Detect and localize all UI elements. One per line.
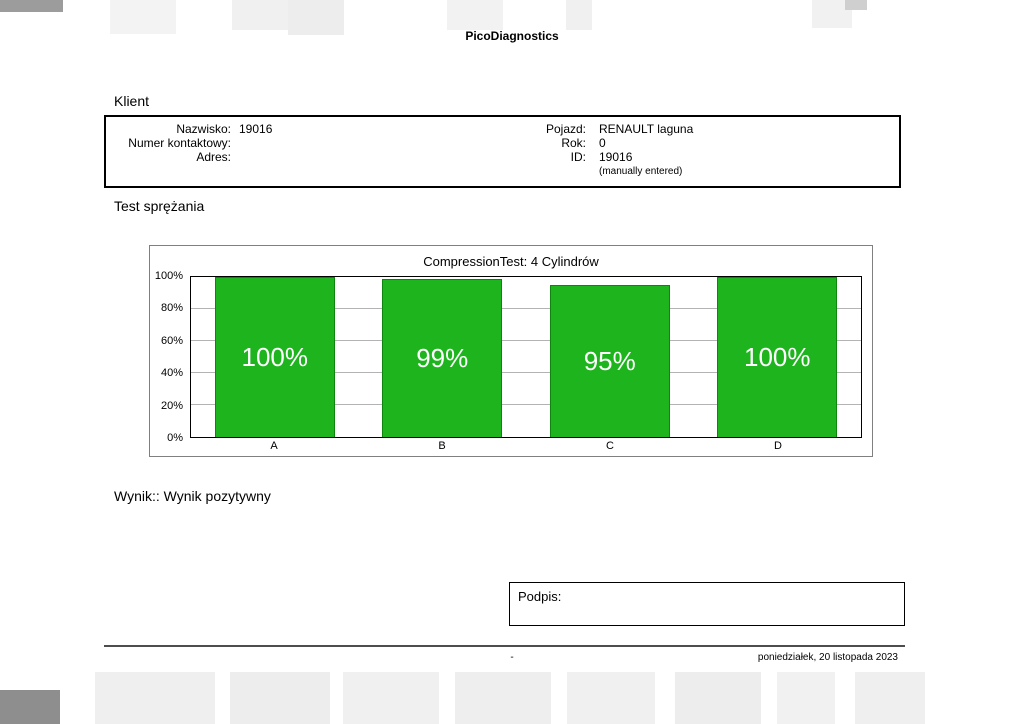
bars: 100% 99% 95% 100% (191, 277, 861, 437)
bar-cylinder-B: 99% (382, 278, 503, 437)
x-axis: A B C D (190, 440, 862, 452)
scan-artifact (343, 672, 439, 724)
field-label: Adres: (196, 150, 231, 164)
field-value: 19016 (239, 122, 273, 136)
field-label: Nazwisko: (176, 122, 231, 136)
manually-entered-note: (manually entered) (599, 166, 683, 177)
y-axis-tick-label: 40% (160, 367, 183, 380)
plot-area: 100% 99% 95% 100% (190, 276, 862, 438)
bar-value-label: 99% (416, 342, 469, 373)
scan-artifact (455, 672, 551, 724)
signature-label: Podpis: (518, 589, 562, 604)
footer-date: poniedziałek, 20 listopada 2023 (757, 652, 898, 663)
result-text: Wynik:: Wynik pozytywny (114, 488, 271, 504)
scan-artifact (675, 672, 761, 724)
scan-artifact (0, 690, 60, 724)
bar-cylinder-A: 100% (214, 277, 335, 437)
scan-artifact (288, 0, 344, 35)
field-label: Numer kontaktowy: (128, 136, 231, 150)
compression-chart: CompressionTest: 4 Cylindrów 100% 80% 60% 4… (149, 245, 873, 457)
footer-divider (104, 645, 905, 647)
scan-artifact (110, 0, 176, 34)
test-section-heading: Test sprężania (114, 198, 205, 214)
field-value: RENAULT laguna (599, 122, 694, 136)
client-section-heading: Klient (114, 93, 150, 109)
bar-value-label: 95% (583, 346, 636, 376)
y-axis-tick-label: 20% (160, 399, 183, 412)
client-info-left: Nazwisko: 19016 Numer kontaktowy: Adres: (106, 122, 272, 164)
vehicle-info-right: Pojazd: RENAULT laguna Rok: 0 ID: 19016 … (506, 122, 693, 177)
scan-artifact (566, 0, 592, 30)
gridline (191, 308, 861, 309)
y-axis-tick-label: 100% (154, 270, 183, 282)
signature-box: Podpis: (509, 582, 905, 626)
scan-artifact (0, 0, 63, 12)
scan-artifact (855, 672, 925, 724)
field-label: ID: (570, 150, 586, 164)
client-info-box: Nazwisko: 19016 Numer kontaktowy: Adres:… (104, 115, 901, 188)
scan-artifact (230, 672, 330, 724)
bar-value-label: 100% (744, 342, 811, 372)
field-value: 19016 (599, 150, 633, 164)
scan-artifact (567, 672, 655, 724)
field-value: 0 (599, 136, 606, 150)
bar-slot: 95% (526, 277, 694, 437)
bar-slot: 100% (694, 277, 862, 437)
bar-slot: 100% (191, 277, 359, 437)
gridline (191, 340, 861, 341)
bar-value-label: 100% (241, 342, 309, 372)
vehicle-row-year: Rok: 0 (506, 136, 693, 150)
x-axis-label: A (270, 440, 278, 452)
scan-artifact (95, 672, 215, 724)
x-axis-label: C (606, 440, 614, 452)
scan-artifact (845, 0, 867, 10)
scan-artifact (447, 0, 503, 30)
bar-cylinder-C: 95% (549, 285, 670, 437)
scan-artifact (777, 672, 835, 724)
client-row-name: Nazwisko: 19016 (106, 122, 272, 136)
chart-title: CompressionTest: 4 Cylindrów (423, 254, 599, 269)
bar-slot: 99% (359, 277, 527, 437)
y-axis-tick-label: 60% (160, 334, 183, 347)
field-label: Rok: (561, 136, 586, 150)
vehicle-row-model: Pojazd: RENAULT laguna (506, 122, 693, 136)
gridline (191, 372, 861, 373)
bar-cylinder-D: 100% (717, 277, 838, 437)
app-title: PicoDiagnostics (465, 29, 559, 43)
field-label: Pojazd: (545, 122, 586, 136)
y-axis-tick-label: 0% (167, 432, 183, 444)
client-row-contact: Numer kontaktowy: (106, 136, 272, 150)
y-axis: 100% 80% 60% 40% 20% 0% (150, 270, 185, 444)
x-axis-label: D (774, 440, 782, 452)
scan-artifact (232, 0, 288, 30)
vehicle-row-id: ID: 19016 (506, 150, 693, 164)
y-axis-tick-label: 80% (160, 302, 183, 315)
client-row-address: Adres: (106, 150, 272, 164)
x-axis-label: B (438, 440, 446, 452)
gridline (191, 404, 861, 405)
footer-page-marker: - (510, 652, 514, 663)
